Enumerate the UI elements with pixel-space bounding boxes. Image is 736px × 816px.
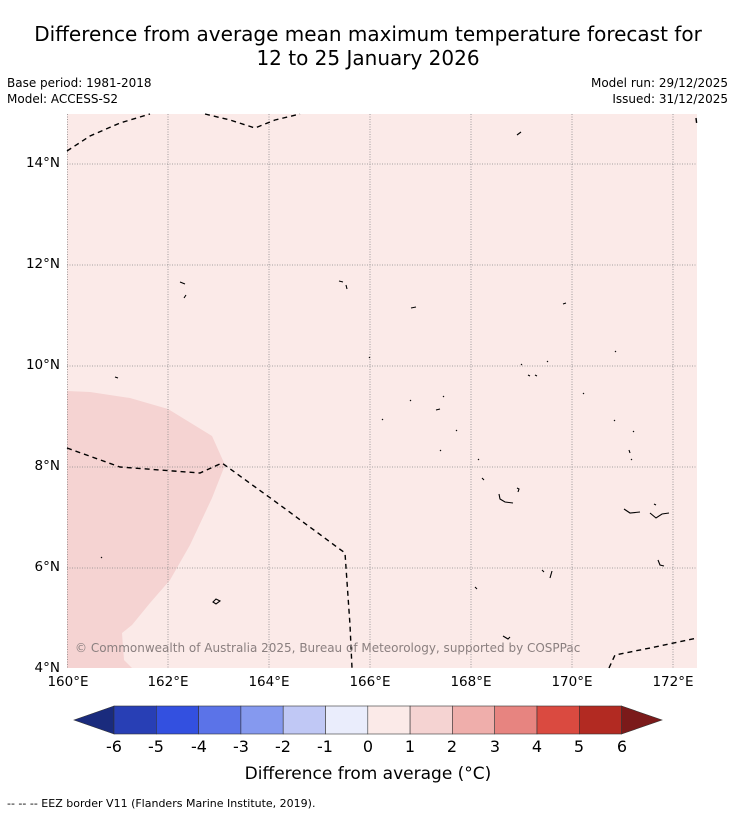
map-title-line-1: Difference from average mean maximum tem… [34, 22, 702, 46]
issued-date: Issued: 31/12/2025 [612, 92, 728, 106]
island-outline [562, 302, 567, 305]
colorbar-tick-label: 1 [404, 737, 416, 756]
colorbar-tick-label: 6 [616, 737, 628, 756]
island-outline [474, 586, 478, 590]
latitude-label: 6°N [34, 559, 60, 575]
map-title-line-2: 12 to 25 January 2026 [256, 46, 480, 70]
island-outline [582, 350, 617, 395]
island-outline [338, 280, 348, 290]
colorbar-tick-label: -4 [191, 737, 207, 756]
latitude-label: 12°N [25, 256, 60, 272]
eez-border-east [695, 117, 698, 127]
colorbar [73, 705, 663, 735]
colorbar-segment [452, 705, 495, 735]
colorbar-segment [282, 705, 326, 735]
island-outline [520, 360, 549, 377]
model-run-date: Model run: 29/12/2025 [590, 76, 728, 90]
longitude-label: 170°E [551, 674, 593, 690]
colorbar-segment [494, 705, 538, 735]
colorbar-tick-label: 2 [446, 737, 458, 756]
latitude-label: 4°N [34, 660, 60, 676]
colorbar-tick-label: 3 [489, 737, 501, 756]
map-metadata-right: Model run: 29/12/2025 Issued: 31/12/2025 [591, 75, 728, 107]
island-outlines [100, 131, 670, 640]
island-outline [100, 556, 103, 559]
colorbar-segment [367, 705, 411, 735]
longitude-label: 168°E [450, 674, 492, 690]
map-metadata-left: Base period: 1981-2018 Model: ACCESS-S2 [7, 75, 152, 107]
island-outline [502, 635, 511, 640]
model-name: Model: ACCESS-S2 [7, 92, 119, 106]
longitude-label: 160°E [47, 674, 89, 690]
colorbar-segment [325, 705, 369, 735]
colorbar-tick-label: 5 [573, 737, 585, 756]
eez-border-north [66, 113, 151, 152]
colorbar-segment [156, 705, 199, 735]
copyright-credit: © Commonwealth of Australia 2025, Bureau… [75, 641, 581, 655]
longitude-label: 162°E [147, 674, 189, 690]
colorbar-segment [578, 705, 622, 735]
colorbar-tick-label: -1 [317, 737, 333, 756]
island-outline [623, 508, 670, 519]
latitude-label: 10°N [25, 357, 60, 373]
island-outline [498, 487, 520, 504]
colorbar-segment [409, 705, 453, 735]
colorbar-extend-low [73, 705, 115, 735]
eez-borders [66, 113, 698, 669]
colorbar-segment [536, 705, 580, 735]
colorbar-tick-label: 4 [531, 737, 543, 756]
colorbar-tick-label: 0 [362, 737, 374, 756]
colorbar-extend-high [621, 705, 663, 735]
eez-border-legend: -- -- -- EEZ border V11 (Flanders Marine… [7, 797, 316, 810]
colorbar-tick-label: -6 [106, 737, 122, 756]
colorbar-tick-label: -5 [148, 737, 164, 756]
island-outline [653, 503, 657, 506]
island-outline [114, 376, 119, 379]
island-outline [409, 395, 445, 411]
map-gridlines [67, 114, 697, 668]
base-period: Base period: 1981-2018 [7, 76, 152, 90]
island-outline [212, 598, 222, 605]
island-outline [516, 131, 522, 136]
eez-border-southeast [608, 637, 698, 669]
island-outline [477, 458, 485, 481]
map-area-anomaly-1-to-2 [67, 391, 225, 668]
island-outline [179, 281, 187, 299]
island-outline [410, 306, 417, 309]
map-title: Difference from average mean maximum tem… [0, 22, 736, 70]
longitude-label: 172°E [652, 674, 694, 690]
eez-border-central [66, 447, 353, 669]
island-outline [381, 418, 458, 452]
colorbar-tick-label: -3 [233, 737, 249, 756]
island-outline [368, 356, 371, 359]
colorbar-tick-label: -2 [275, 737, 291, 756]
island-outline [613, 419, 635, 461]
eez-border-north-2 [204, 113, 301, 129]
colorbar-title: Difference from average (°C) [244, 764, 492, 784]
longitude-label: 166°E [349, 674, 391, 690]
latitude-label: 8°N [34, 458, 60, 474]
colorbar-segment [113, 705, 157, 735]
island-outline [541, 569, 553, 579]
colorbar-segment [198, 705, 242, 735]
latitude-label: 14°N [25, 155, 60, 171]
colorbar-segment [240, 705, 284, 735]
longitude-label: 164°E [248, 674, 290, 690]
island-outline [657, 559, 665, 567]
